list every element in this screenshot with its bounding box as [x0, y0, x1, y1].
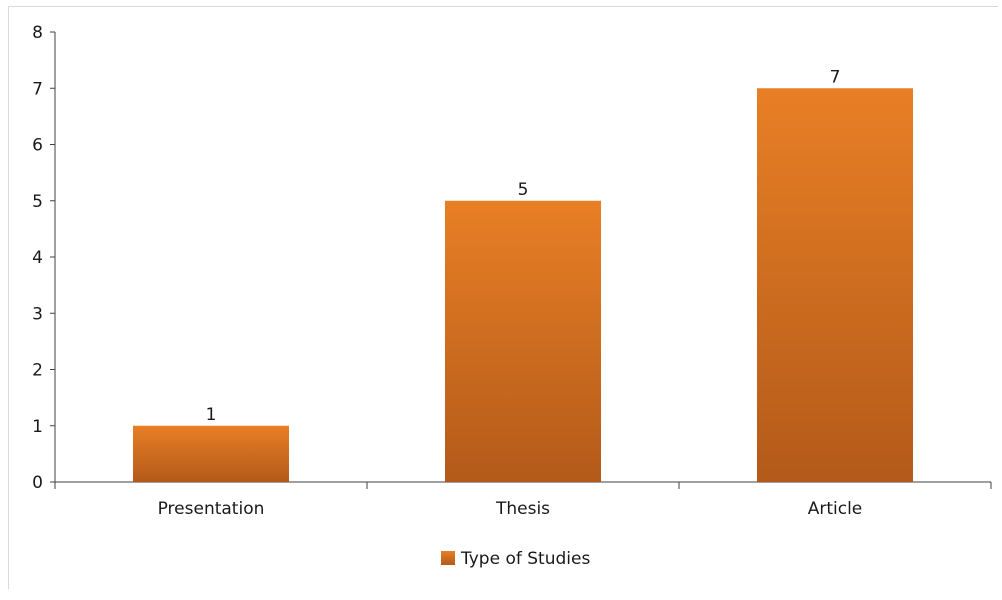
legend: Type of Studies — [441, 549, 590, 569]
x-tick-label: Article — [808, 499, 863, 519]
y-tick-label: 7 — [32, 79, 43, 99]
legend-label: Type of Studies — [460, 549, 590, 569]
legend-swatch — [441, 551, 455, 565]
bar-thesis — [445, 200, 601, 482]
data-labels: 1 5 7 — [206, 67, 841, 425]
x-tick-label: Presentation — [158, 499, 265, 519]
y-axis: 0 1 2 3 4 5 6 7 8 — [32, 23, 56, 493]
y-tick-label: 4 — [32, 248, 43, 268]
bars — [133, 88, 913, 482]
y-tick-label: 1 — [32, 417, 43, 437]
bar-article — [757, 88, 913, 482]
y-tick-label: 3 — [32, 304, 43, 324]
bar-presentation — [133, 425, 289, 482]
y-tick-label: 5 — [32, 192, 43, 212]
x-tick-label: Thesis — [495, 499, 550, 519]
y-tick-label: 2 — [32, 361, 43, 381]
x-axis: Presentation Thesis Article — [54, 481, 992, 519]
y-tick-label: 6 — [32, 136, 43, 156]
data-label: 7 — [830, 67, 841, 87]
y-tick-label: 0 — [32, 473, 43, 493]
data-label: 5 — [518, 180, 529, 200]
data-label: 1 — [206, 405, 217, 425]
y-tick-label: 8 — [32, 23, 43, 43]
